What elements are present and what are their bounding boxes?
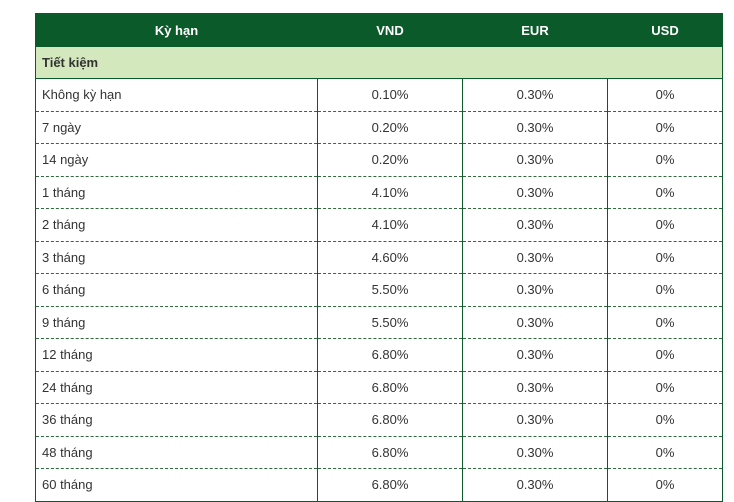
- cell-term: 1 tháng: [35, 176, 318, 209]
- header-eur: EUR: [462, 13, 608, 47]
- cell-vnd: 6.80%: [317, 338, 463, 372]
- table-row: 60 tháng 6.80% 0.30% 0%: [35, 468, 723, 502]
- cell-usd: 0%: [607, 176, 723, 209]
- cell-vnd: 0.20%: [317, 143, 463, 177]
- table-row: 3 tháng 4.60% 0.30% 0%: [35, 241, 723, 274]
- cell-term: 3 tháng: [35, 241, 318, 274]
- cell-usd: 0%: [607, 338, 723, 372]
- header-vnd: VND: [317, 13, 463, 47]
- cell-eur: 0.30%: [462, 241, 608, 274]
- table-body: Tiết kiệm Không kỳ hạn 0.10% 0.30% 0% 7 ngày…: [35, 46, 723, 502]
- header-row: Kỳ hạn VND EUR USD: [35, 13, 723, 47]
- cell-usd: 0%: [607, 273, 723, 307]
- table-row: 12 tháng 6.80% 0.30% 0%: [35, 338, 723, 372]
- cell-eur: 0.30%: [462, 111, 608, 144]
- cell-eur: 0.30%: [462, 176, 608, 209]
- cell-vnd: 6.80%: [317, 371, 463, 404]
- cell-usd: 0%: [607, 468, 723, 502]
- cell-term: 48 tháng: [35, 436, 318, 469]
- cell-usd: 0%: [607, 436, 723, 469]
- cell-eur: 0.30%: [462, 273, 608, 307]
- cell-term: Không kỳ hạn: [35, 78, 318, 112]
- cell-term: 6 tháng: [35, 273, 318, 307]
- cell-eur: 0.30%: [462, 468, 608, 502]
- table-row: 2 tháng 4.10% 0.30% 0%: [35, 208, 723, 242]
- table-row: 48 tháng 6.80% 0.30% 0%: [35, 436, 723, 469]
- table-row: Không kỳ hạn 0.10% 0.30% 0%: [35, 78, 723, 112]
- header-usd: USD: [607, 13, 723, 47]
- interest-rate-table: Kỳ hạn VND EUR USD Tiết kiệm Không kỳ hạ…: [35, 13, 723, 502]
- section-row-savings: Tiết kiệm: [35, 46, 723, 79]
- interest-rate-table-container: Kỳ hạn VND EUR USD Tiết kiệm Không kỳ hạ…: [35, 13, 723, 502]
- cell-usd: 0%: [607, 403, 723, 437]
- cell-vnd: 0.20%: [317, 111, 463, 144]
- cell-eur: 0.30%: [462, 306, 608, 339]
- cell-eur: 0.30%: [462, 371, 608, 404]
- table-row: 1 tháng 4.10% 0.30% 0%: [35, 176, 723, 209]
- cell-vnd: 6.80%: [317, 436, 463, 469]
- cell-term: 60 tháng: [35, 468, 318, 502]
- cell-usd: 0%: [607, 208, 723, 242]
- cell-eur: 0.30%: [462, 208, 608, 242]
- cell-usd: 0%: [607, 306, 723, 339]
- cell-term: 7 ngày: [35, 111, 318, 144]
- header-term: Kỳ hạn: [35, 13, 318, 47]
- cell-eur: 0.30%: [462, 403, 608, 437]
- table-row: 24 tháng 6.80% 0.30% 0%: [35, 371, 723, 404]
- table-row: 7 ngày 0.20% 0.30% 0%: [35, 111, 723, 144]
- cell-vnd: 5.50%: [317, 306, 463, 339]
- cell-vnd: 6.80%: [317, 468, 463, 502]
- cell-vnd: 4.60%: [317, 241, 463, 274]
- cell-usd: 0%: [607, 371, 723, 404]
- cell-term: 24 tháng: [35, 371, 318, 404]
- cell-usd: 0%: [607, 78, 723, 112]
- cell-usd: 0%: [607, 143, 723, 177]
- cell-eur: 0.30%: [462, 338, 608, 372]
- table-row: 14 ngày 0.20% 0.30% 0%: [35, 143, 723, 177]
- table-row: 6 tháng 5.50% 0.30% 0%: [35, 273, 723, 307]
- table-row: 36 tháng 6.80% 0.30% 0%: [35, 403, 723, 437]
- cell-eur: 0.30%: [462, 143, 608, 177]
- cell-vnd: 4.10%: [317, 208, 463, 242]
- cell-vnd: 0.10%: [317, 78, 463, 112]
- cell-eur: 0.30%: [462, 78, 608, 112]
- cell-usd: 0%: [607, 111, 723, 144]
- cell-term: 36 tháng: [35, 403, 318, 437]
- cell-vnd: 6.80%: [317, 403, 463, 437]
- section-label: Tiết kiệm: [35, 46, 723, 79]
- table-header: Kỳ hạn VND EUR USD: [35, 13, 723, 47]
- cell-term: 14 ngày: [35, 143, 318, 177]
- cell-term: 2 tháng: [35, 208, 318, 242]
- cell-vnd: 4.10%: [317, 176, 463, 209]
- cell-usd: 0%: [607, 241, 723, 274]
- cell-term: 12 tháng: [35, 338, 318, 372]
- table-row: 9 tháng 5.50% 0.30% 0%: [35, 306, 723, 339]
- cell-term: 9 tháng: [35, 306, 318, 339]
- cell-eur: 0.30%: [462, 436, 608, 469]
- cell-vnd: 5.50%: [317, 273, 463, 307]
